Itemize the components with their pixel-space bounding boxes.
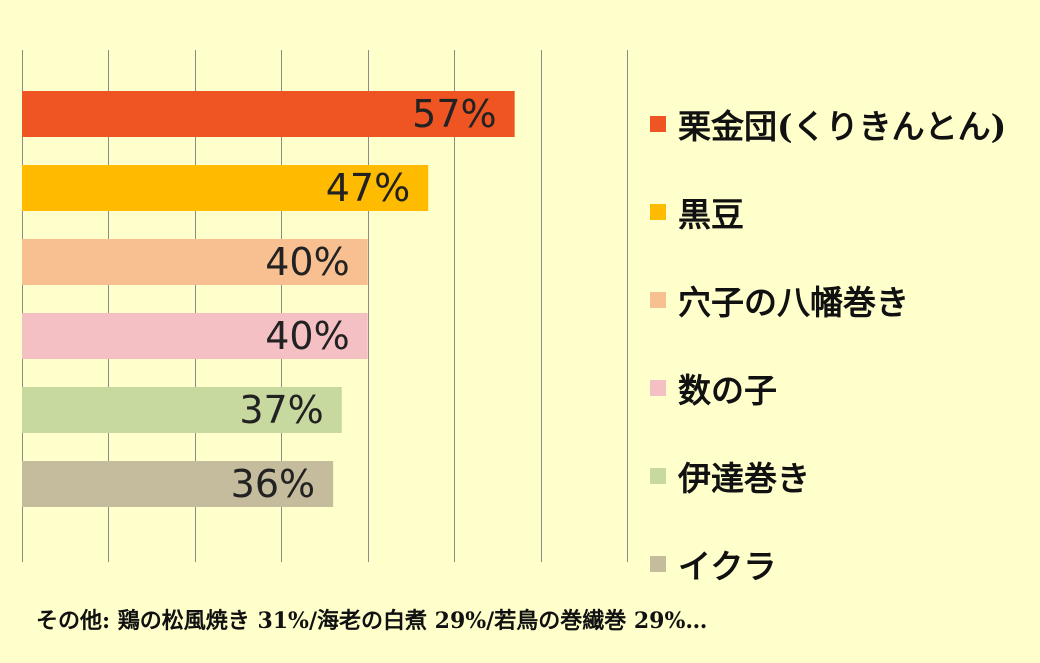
data-label: 40% xyxy=(265,314,349,358)
legend-swatch xyxy=(650,292,666,308)
legend-item: 数の子 xyxy=(650,344,1006,432)
legend-label: 黒豆 xyxy=(678,195,744,234)
legend-label: 穴子の八幡巻き xyxy=(678,283,909,322)
bar xyxy=(22,313,368,359)
bar xyxy=(22,387,342,433)
chart-data-labels: 57%47% 40% 40% 37% 36% xyxy=(231,92,497,506)
legend-item: イクラ xyxy=(650,520,1006,608)
bar xyxy=(22,165,429,211)
legend-swatch xyxy=(650,116,666,132)
legend-swatch xyxy=(650,468,666,484)
legend-swatch xyxy=(650,380,666,396)
footnote-other-items: その他: 鶏の松風焼き 31%/海老の白煮 29%/若鳥の巻繊巻 29%… xyxy=(36,608,708,634)
data-label: 57% xyxy=(412,92,496,136)
legend-swatch xyxy=(650,204,666,220)
legend-label: イクラ xyxy=(678,547,777,586)
bar xyxy=(22,91,515,137)
legend-item: 伊達巻き xyxy=(650,432,1006,520)
data-label: 40% xyxy=(265,240,349,284)
chart-bars xyxy=(22,91,515,507)
legend-item: 穴子の八幡巻き xyxy=(650,256,1006,344)
legend-swatch xyxy=(650,556,666,572)
bar-chart: 57%47% 40% 40% 37% 36% xyxy=(22,50,628,562)
data-label: 36% xyxy=(231,462,315,506)
legend-label: 伊達巻き xyxy=(678,459,810,498)
legend-label: 栗金団(くりきんとん) xyxy=(678,107,1007,146)
legend-label: 数の子 xyxy=(678,371,777,410)
data-label: 37% xyxy=(239,388,323,432)
legend-item: 栗金団(くりきんとん) xyxy=(650,80,1006,168)
bar xyxy=(22,461,334,507)
data-label: 47% xyxy=(326,166,410,210)
chart-legend: 栗金団(くりきんとん) 黒豆 穴子の八幡巻き 数の子 伊達巻き イクラ xyxy=(650,80,1006,608)
legend-item: 黒豆 xyxy=(650,168,1006,256)
bar xyxy=(22,239,368,285)
